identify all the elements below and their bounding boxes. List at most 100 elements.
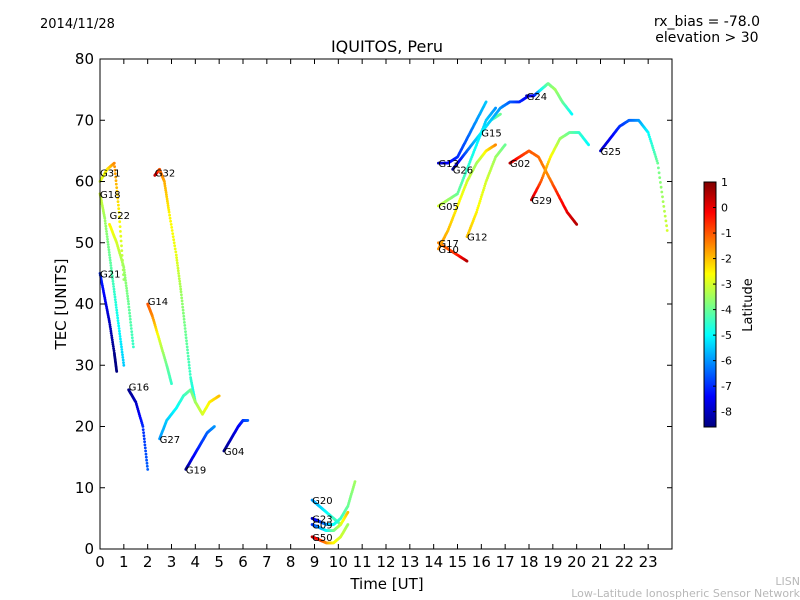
data-point [503, 143, 507, 147]
data-point [128, 317, 132, 321]
data-point [659, 185, 663, 189]
data-point [657, 166, 660, 170]
satellite-label-g31: G31 [100, 168, 120, 179]
data-point [188, 366, 191, 370]
data-point [186, 348, 189, 352]
data-point [166, 199, 169, 203]
data-point [115, 311, 119, 315]
data-point [113, 295, 117, 299]
y-tick-label: 10 [75, 479, 94, 497]
data-point [650, 142, 653, 145]
data-point [122, 268, 126, 272]
data-point [651, 146, 655, 150]
data-point [186, 351, 190, 355]
series-g29 [530, 131, 590, 202]
data-point [125, 289, 129, 293]
data-point [494, 106, 497, 110]
data-point [123, 271, 126, 274]
series-g10 [437, 143, 497, 251]
data-point [167, 208, 171, 212]
colorbar-tick-label: 0 [721, 202, 728, 215]
data-point [181, 302, 184, 306]
data-point [123, 276, 127, 280]
data-point [176, 266, 180, 270]
data-point [475, 210, 478, 214]
series-g15 [479, 94, 531, 134]
data-point [663, 209, 666, 213]
colorbar-tick-label: -6 [721, 355, 732, 368]
data-point [124, 281, 128, 285]
satellite-label-g17: G17 [438, 239, 458, 250]
data-point [132, 345, 135, 349]
data-point [105, 232, 109, 236]
data-point [126, 294, 129, 298]
data-point [109, 327, 112, 331]
data-point [128, 314, 132, 318]
data-point [177, 274, 181, 278]
data-point [108, 325, 112, 329]
data-point [169, 219, 173, 223]
data-point [120, 244, 123, 248]
x-tick-label: 22 [615, 553, 634, 571]
data-point [483, 184, 487, 188]
data-point [112, 287, 116, 291]
data-point [111, 282, 115, 286]
data-point [145, 458, 149, 462]
data-point [187, 357, 190, 361]
data-point [114, 303, 118, 307]
data-point [107, 251, 111, 254]
data-point [177, 277, 181, 280]
data-point [652, 150, 656, 154]
data-point [655, 159, 659, 163]
data-point [479, 197, 483, 201]
data-point [170, 226, 174, 229]
data-point [131, 342, 135, 346]
data-point [187, 363, 191, 367]
data-point [575, 223, 579, 226]
data-point [114, 306, 118, 309]
data-point [124, 284, 128, 287]
data-point [116, 319, 120, 322]
data-point [108, 258, 112, 262]
data-point [477, 204, 480, 208]
data-point [175, 256, 179, 259]
data-point [141, 425, 145, 428]
data-point [110, 336, 114, 340]
data-point [110, 272, 114, 275]
data-point [182, 314, 186, 318]
data-point [168, 216, 172, 220]
data-point [131, 339, 135, 343]
data-point [126, 300, 130, 303]
satellite-label-g22: G22 [110, 211, 130, 222]
data-point [499, 112, 502, 116]
data-point [179, 285, 182, 288]
data-point [118, 225, 122, 229]
data-point [104, 227, 108, 231]
data-point [144, 455, 148, 459]
data-point [108, 321, 111, 324]
data-point [110, 269, 113, 273]
series-g22 [108, 223, 135, 349]
data-point [165, 195, 169, 199]
data-point [482, 188, 485, 192]
colorbar-tick-label: -5 [721, 329, 732, 342]
series-g27 [158, 388, 221, 441]
series-g18 [98, 192, 126, 367]
data-point [183, 321, 186, 324]
data-point [482, 186, 486, 190]
data-point [146, 468, 150, 471]
data-point [121, 353, 124, 357]
data-point [664, 219, 668, 223]
data-point [346, 510, 350, 514]
data-point [117, 203, 120, 207]
data-point [144, 449, 148, 453]
x-tick-label: 8 [286, 553, 296, 571]
data-point [188, 370, 192, 373]
data-point [114, 300, 118, 304]
data-point [166, 204, 170, 208]
data-point [170, 229, 174, 232]
data-point [662, 205, 666, 208]
data-point [127, 305, 131, 309]
data-point [125, 286, 128, 290]
